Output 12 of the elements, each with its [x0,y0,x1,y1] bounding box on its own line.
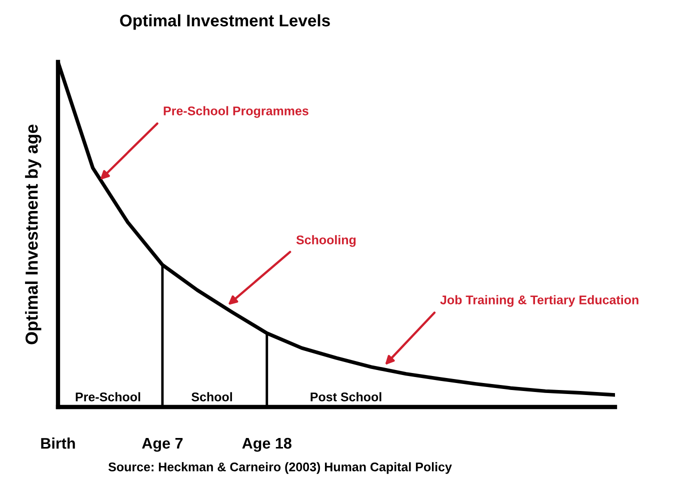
chart-title: Optimal Investment Levels [120,14,330,30]
x-tick-label: Age 18 [242,438,292,452]
x-tick-label: Birth [41,438,75,449]
annotation: Post School [310,392,382,402]
y-axis-title: Optimal Investment by age [25,124,42,344]
annotation: Schooling [296,235,356,247]
annotation: Pre-School Programmes [164,106,308,118]
annotation: Job Training & Tertiary Education [440,295,638,307]
source-note: Source: Heckman & Carneiro (2003) Human Capital Policy [108,462,452,474]
annotation: Pre-School [76,392,140,402]
annotation: School [192,392,232,402]
x-tick-label: Age 7 [142,438,183,452]
